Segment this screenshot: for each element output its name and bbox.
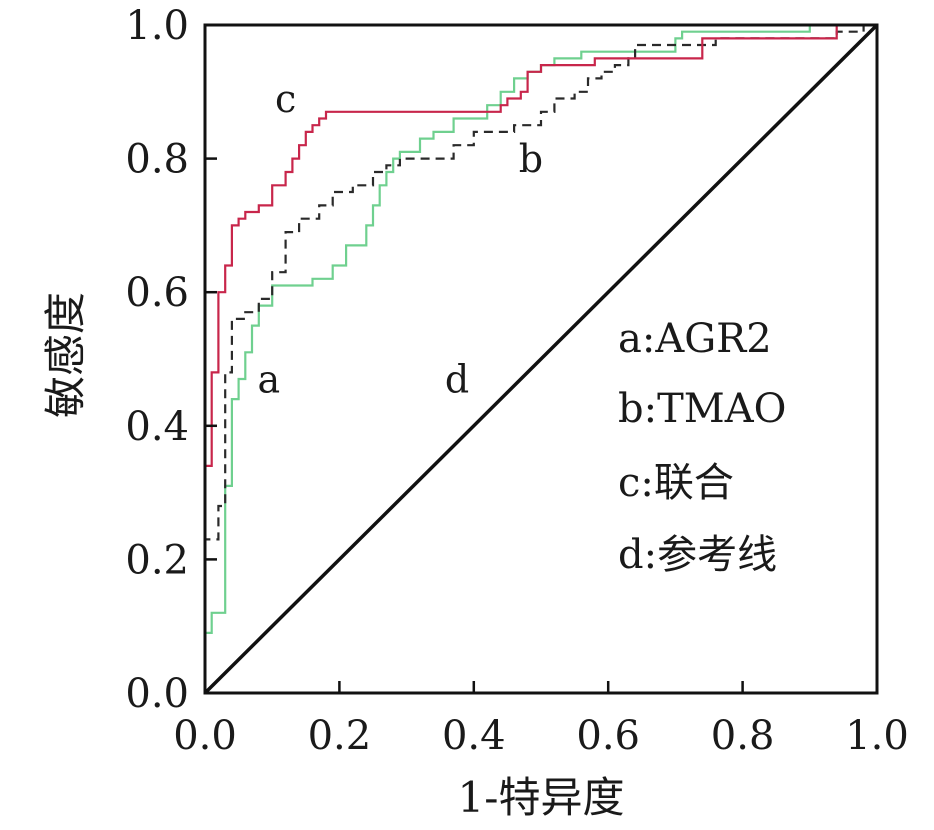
legend: a:AGR2 b:TMAO c:联合 d:参考线 xyxy=(618,316,786,578)
x-tick-label: 0.2 xyxy=(308,713,372,759)
curve-labels: a b c d xyxy=(258,77,544,402)
x-tick-label: 0.0 xyxy=(173,713,237,759)
legend-item-b: b:TMAO xyxy=(618,386,786,432)
legend-item-d: d:参考线 xyxy=(618,532,777,578)
x-axis-label: 1-特异度 xyxy=(458,773,625,822)
y-tick-label: 0.0 xyxy=(125,671,189,717)
x-tick-label: 0.4 xyxy=(442,713,506,759)
roc-curve-c xyxy=(203,23,877,693)
x-tick-label: 1.0 xyxy=(845,713,909,759)
x-tick-label: 0.8 xyxy=(711,713,775,759)
y-tick-label: 0.2 xyxy=(125,537,189,583)
legend-item-c: c:联合 xyxy=(618,460,734,506)
x-tick-label: 0.6 xyxy=(576,713,640,759)
axis-ticks xyxy=(203,23,879,695)
y-tick-label: 0.4 xyxy=(125,404,189,450)
plot-frame xyxy=(203,23,879,695)
curve-label-b: b xyxy=(519,137,543,181)
y-axis-label: 敏感度 xyxy=(41,292,90,418)
roc-curves xyxy=(203,23,879,695)
y-tick-label: 1.0 xyxy=(125,3,189,49)
y-tick-label: 0.8 xyxy=(125,137,189,183)
y-tick-label: 0.6 xyxy=(125,270,189,316)
curve-label-c: c xyxy=(275,77,296,121)
roc-curve-d xyxy=(203,23,879,695)
roc-curve-b xyxy=(203,23,877,693)
tick-labels: 0.0 0.2 0.4 0.6 0.8 1.0 0.0 0.2 0.4 0.6 0.8 1.0 xyxy=(125,3,908,759)
legend-item-a: a:AGR2 xyxy=(618,316,772,362)
curve-label-a: a xyxy=(258,357,281,401)
curve-label-d: d xyxy=(445,357,469,401)
